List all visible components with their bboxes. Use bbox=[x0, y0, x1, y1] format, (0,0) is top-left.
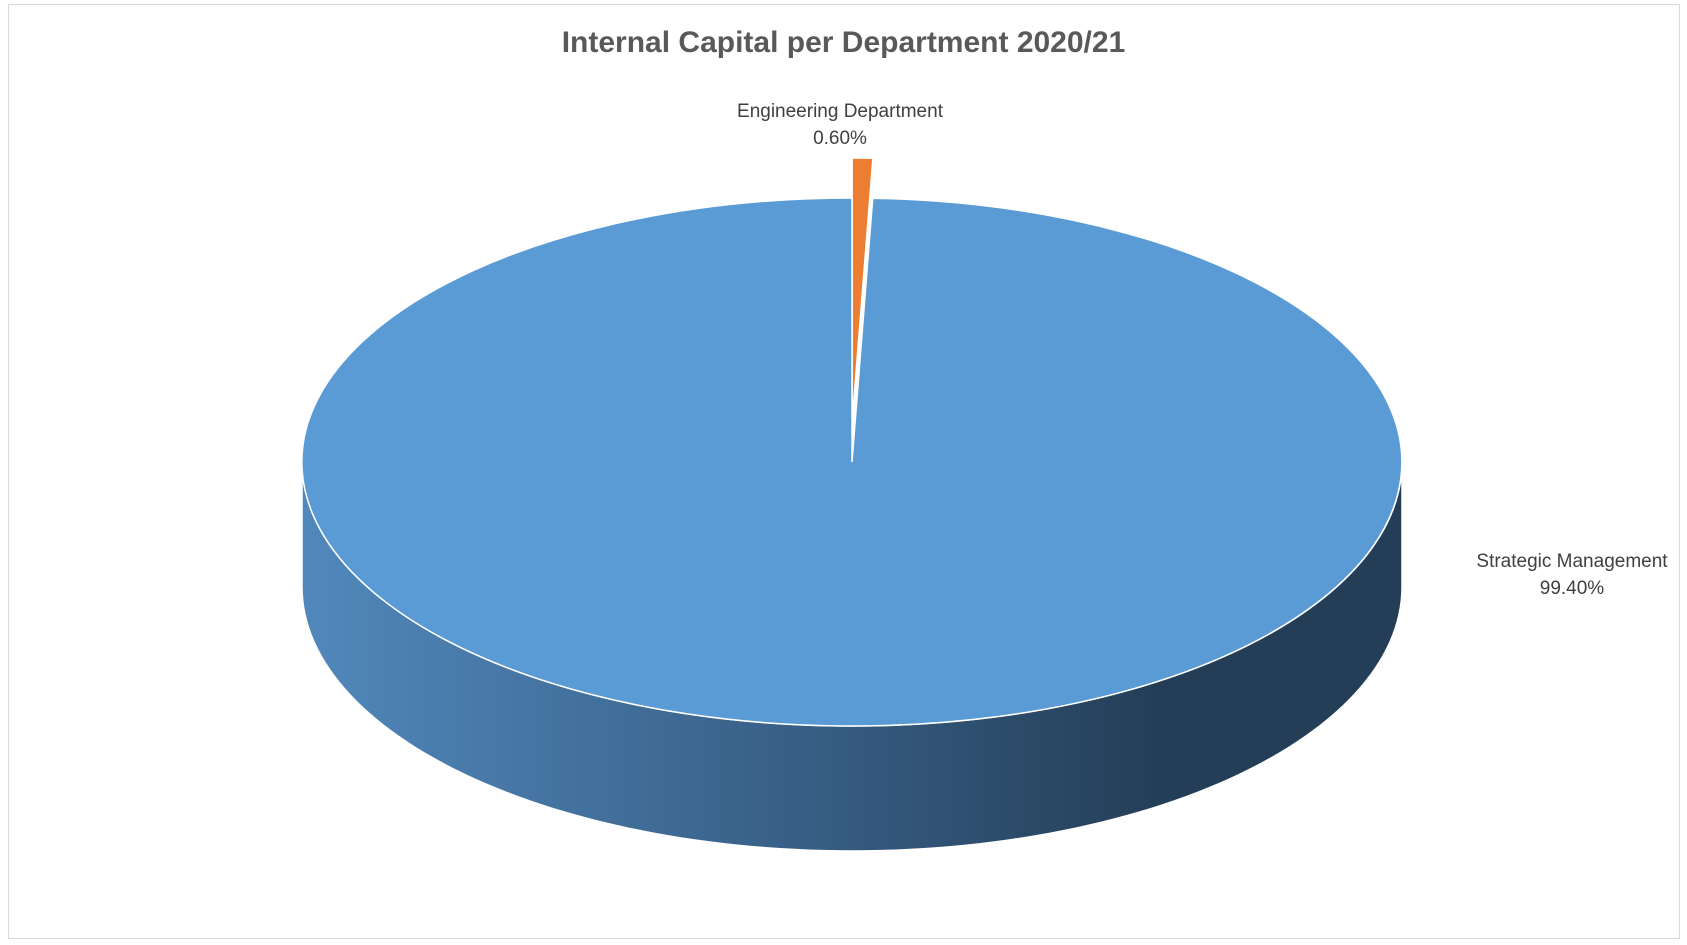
data-label-engineering-name: Engineering Department bbox=[737, 101, 943, 122]
data-label-strategic-name: Strategic Management bbox=[1476, 551, 1668, 572]
data-label-engineering: Engineering Department 0.60% bbox=[640, 98, 1040, 152]
data-label-strategic: Strategic Management 99.40% bbox=[1452, 548, 1687, 602]
pie-slice-strategic-management bbox=[301, 197, 1403, 727]
data-label-strategic-value: 99.40% bbox=[1539, 578, 1605, 599]
chart-title: Internal Capital per Department 2020/21 bbox=[561, 26, 1126, 59]
pie-top bbox=[301, 157, 1403, 727]
data-label-engineering-value: 0.60% bbox=[813, 128, 867, 149]
pie-slice-engineering-department bbox=[851, 157, 874, 423]
